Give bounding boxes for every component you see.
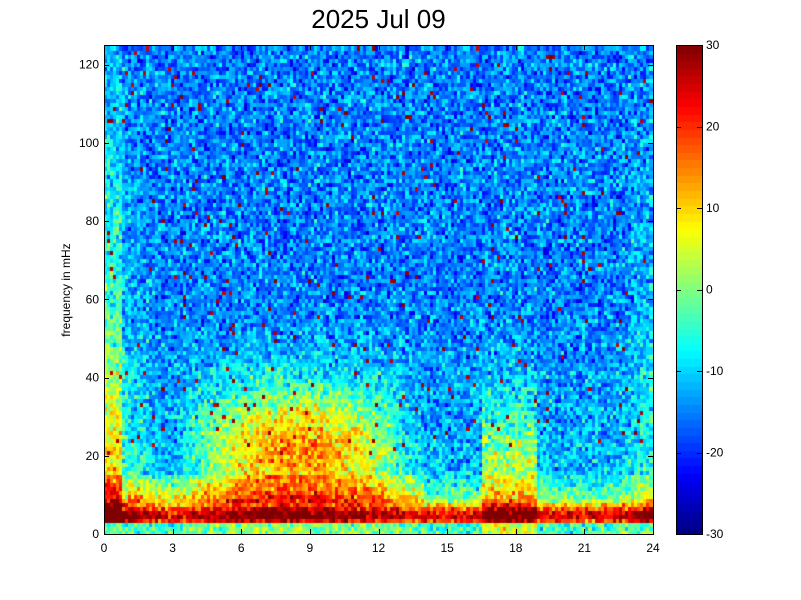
x-tick-label: 24: [646, 541, 660, 555]
y-tick-label: 0: [92, 527, 99, 541]
x-tick-label: 6: [238, 541, 245, 555]
spectrogram-heatmap: [104, 45, 653, 534]
colorbar-tick-label: -30: [706, 527, 724, 541]
x-tick-label: 21: [578, 541, 592, 555]
x-tick-label: 0: [101, 541, 108, 555]
x-tick-label: 9: [307, 541, 314, 555]
x-tick-label: 3: [169, 541, 176, 555]
y-tick-label: 20: [86, 449, 100, 463]
colorbar: [676, 45, 702, 534]
colorbar-tick-label: 0: [706, 283, 713, 297]
x-tick-label: 18: [509, 541, 523, 555]
y-tick-label: 80: [86, 214, 100, 228]
colorbar-tick-label: -10: [706, 364, 724, 378]
y-tick-label: 100: [79, 136, 99, 150]
colorbar-tick-label: 10: [706, 201, 720, 215]
y-tick-label: 60: [86, 292, 100, 306]
y-tick-label: 40: [86, 371, 100, 385]
colorbar-tick-label: 30: [706, 38, 720, 52]
x-tick-label: 12: [372, 541, 386, 555]
colorbar-tick-label: 20: [706, 120, 720, 134]
y-tick-label: 120: [79, 58, 99, 72]
colorbar-tick-label: -20: [706, 446, 724, 460]
x-tick-label: 15: [440, 541, 454, 555]
plot-frame: [104, 45, 654, 535]
chart-title: 2025 Jul 09: [311, 4, 446, 34]
